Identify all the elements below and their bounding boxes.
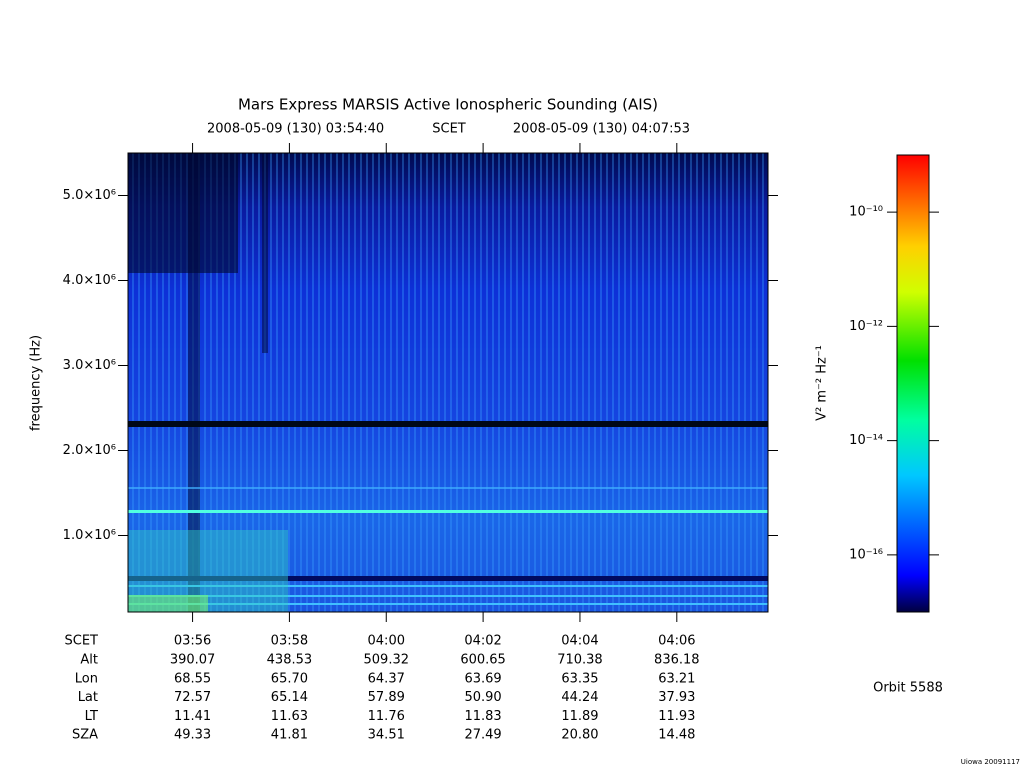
ephemeris-value: 11.83 [464,709,501,724]
y-tick-label: 1.0×10⁶ [63,528,116,543]
ephemeris-name: SZA [72,728,98,743]
colorbar-tick-label: 10⁻¹⁶ [849,547,883,562]
ephemeris-value: 65.14 [271,690,308,705]
x-tick-label: 04:02 [464,634,501,649]
ephemeris-value: 11.76 [368,709,405,724]
colorbar [896,154,930,613]
spectrogram [128,153,768,612]
y-tick-label: 3.0×10⁶ [63,358,116,373]
x-tick-label: 04:04 [561,634,598,649]
ephemeris-value: 20.80 [561,728,598,743]
time-frame: SCET [432,122,466,137]
ephemeris-value: 72.57 [174,690,211,705]
ephemeris-value: 14.48 [658,728,695,743]
ephemeris-name: Alt [80,653,98,668]
ephemeris-value: 600.65 [460,653,506,668]
ephemeris-value: 390.07 [170,653,216,668]
ephemeris-value: 68.55 [174,671,211,686]
ephemeris-value: 11.63 [271,709,308,724]
ephemeris-value: 836.18 [654,653,700,668]
y-tick-label: 5.0×10⁶ [63,188,116,203]
ephemeris-value: 34.51 [368,728,405,743]
ephemeris-value: 509.32 [364,653,410,668]
colorbar-tick-label: 10⁻¹⁴ [849,433,883,448]
y-tick-label: 2.0×10⁶ [63,443,116,458]
ephemeris-value: 11.89 [561,709,598,724]
start-time: 2008-05-09 (130) 03:54:40 [207,122,384,137]
y-axis-label: frequency (Hz) [29,335,44,431]
ephemeris-value: 37.93 [658,690,695,705]
y-tick-label: 4.0×10⁶ [63,273,116,288]
credit: Uiowa 20091117 [961,758,1020,766]
x-tick-label: 03:56 [174,634,211,649]
ephemeris-value: 63.69 [464,671,501,686]
ephemeris-name: Lon [75,671,98,686]
x-tick-label: 04:00 [368,634,405,649]
x-tick-label: 03:58 [271,634,308,649]
ephemeris-name: LT [85,709,98,724]
ephemeris-value: 11.41 [174,709,211,724]
ephemeris-label: SCET [65,634,99,649]
orbit: Orbit 5588 [873,681,943,696]
colorbar-tick-label: 10⁻¹² [849,319,883,334]
ephemeris-value: 63.21 [658,671,695,686]
ephemeris-value: 27.49 [464,728,501,743]
ephemeris-value: 11.93 [658,709,695,724]
ephemeris-value: 63.35 [561,671,598,686]
colorbar-label: V² m⁻² Hz⁻¹ [815,345,830,421]
ephemeris-value: 710.38 [557,653,603,668]
ephemeris-value: 65.70 [271,671,308,686]
x-tick-label: 04:06 [658,634,695,649]
ephemeris-value: 64.37 [368,671,405,686]
chart-title: Mars Express MARSIS Active Ionospheric S… [238,96,658,114]
ephemeris-value: 438.53 [267,653,313,668]
colorbar-tick-label: 10⁻¹⁰ [849,205,883,220]
ephemeris-value: 41.81 [271,728,308,743]
plot-frame [127,152,769,613]
ephemeris-value: 49.33 [174,728,211,743]
ephemeris-value: 57.89 [368,690,405,705]
ephemeris-value: 50.90 [464,690,501,705]
ephemeris-value: 44.24 [561,690,598,705]
end-time: 2008-05-09 (130) 04:07:53 [513,122,690,137]
ephemeris-name: Lat [78,690,98,705]
